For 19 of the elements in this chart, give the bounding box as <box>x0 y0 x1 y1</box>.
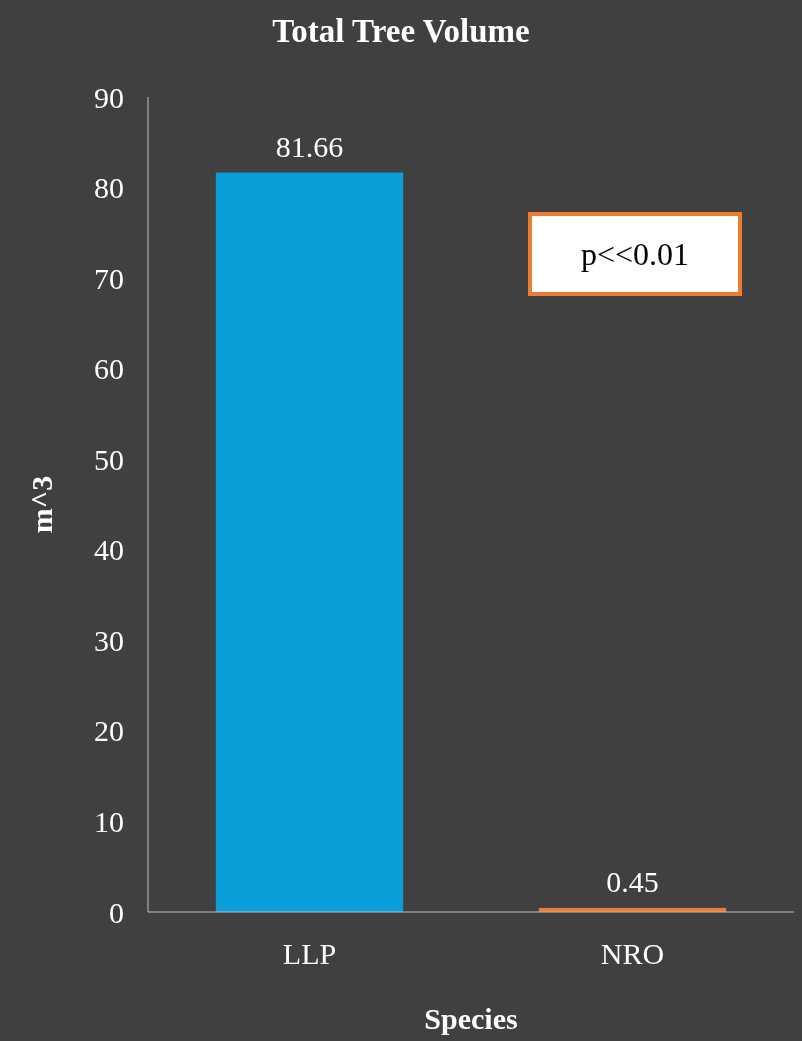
y-tick-label: 90 <box>94 80 124 114</box>
annotation-box: p<<0.01 <box>528 212 742 296</box>
chart-title: Total Tree Volume <box>272 13 530 49</box>
x-axis-title: Species <box>424 1002 518 1035</box>
y-tick-label: 80 <box>94 171 124 205</box>
data-label: 81.66 <box>275 129 344 163</box>
y-tick-label: 30 <box>94 623 124 657</box>
y-tick-label: 60 <box>94 352 124 386</box>
y-tick-label: 0 <box>109 895 124 929</box>
y-tick-label: 20 <box>94 714 124 748</box>
x-tick-label: LLP <box>282 937 337 970</box>
y-axis-title: m^3 <box>25 475 58 534</box>
x-tick-label: NRO <box>600 937 665 970</box>
y-tick-label: 70 <box>94 261 124 295</box>
data-label: 0.45 <box>606 864 659 898</box>
y-tick-label: 10 <box>94 804 124 838</box>
y-tick-label: 50 <box>94 442 124 476</box>
y-tick-label: 40 <box>94 533 124 567</box>
annotation: p<<0.01 <box>580 236 690 273</box>
